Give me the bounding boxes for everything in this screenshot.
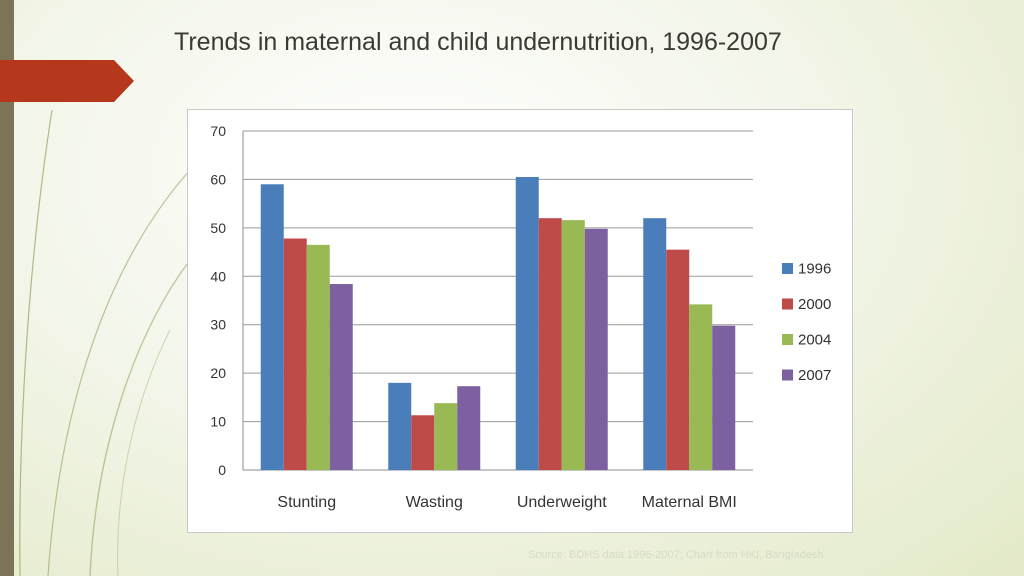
bar-chart: 0 10 20 30 40 50 60 70 Stunting Wasting Underweigh… [210,123,831,511]
bar-2007-wasting [457,386,481,470]
legend-swatch-2004 [782,334,793,345]
y-tick-label: 60 [210,171,226,187]
y-tick-label: 0 [218,462,226,478]
y-tick-label: 50 [210,220,226,236]
chart-frame: 0 10 20 30 40 50 60 70 Stunting Wasting Underweigh… [187,109,853,533]
x-category-label: Stunting [277,494,336,511]
bar-2007-underweight [584,228,608,470]
bar-2000-maternal-bmi [666,249,690,470]
bar-2000-underweight [538,218,562,470]
y-tick-label: 20 [210,365,226,381]
y-tick-label: 70 [210,123,226,139]
legend-swatch-1996 [782,263,793,274]
y-tick-label: 30 [210,317,226,333]
left-edge-bar [0,0,14,576]
x-category-label: Maternal BMI [642,494,737,511]
source-note: Source: BDHS data 1996-2007; Chart from … [528,549,824,561]
bar-2004-maternal-bmi [689,304,713,470]
slide-title: Trends in maternal and child undernutrit… [174,28,782,56]
bar-1996-stunting [260,184,284,470]
y-tick-label: 40 [210,268,226,284]
legend-label-2000: 2000 [798,296,831,313]
bar-2000-stunting [283,238,307,470]
bar-2004-stunting [306,244,330,470]
bar-2004-underweight [561,220,585,470]
bar-2000-wasting [411,415,435,470]
legend-swatch-2007 [782,369,793,381]
bar-2007-stunting [329,284,353,470]
bar-2007-maternal-bmi [712,325,736,470]
legend-label-1996: 1996 [798,261,831,278]
legend-label-2007: 2007 [798,367,831,384]
bar-1996-wasting [388,382,412,470]
legend-label-2004: 2004 [798,332,831,349]
bar-1996-underweight [515,177,539,470]
bar-1996-maternal-bmi [643,218,667,470]
x-category-label: Wasting [406,494,463,511]
bar-2004-wasting [434,403,458,470]
decorative-curves [19,109,191,576]
x-category-label: Underweight [517,494,607,511]
y-tick-label: 10 [210,414,226,430]
legend-swatch-2000 [782,298,793,310]
accent-arrow-tab [0,60,134,102]
